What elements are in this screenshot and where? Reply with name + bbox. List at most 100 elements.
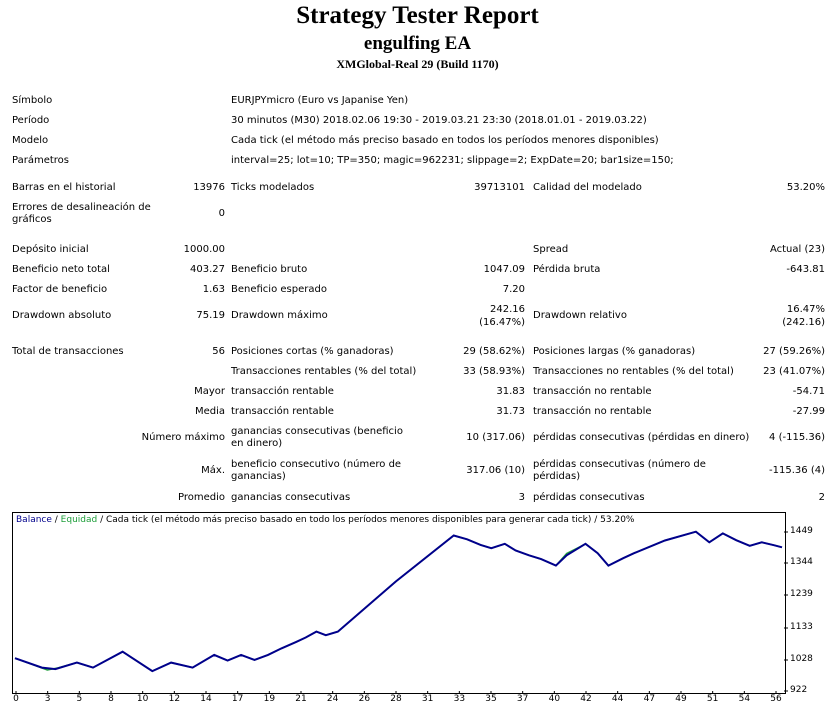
y-tick-label: 1239: [790, 589, 813, 599]
series-line-balance: [14, 530, 783, 673]
gross-profit-value: 1047.09: [483, 264, 525, 275]
average-label: Media: [194, 406, 225, 417]
average-profit-value: 31.73: [496, 406, 525, 417]
legend-separator: /: [51, 515, 61, 525]
avg-cons-wins-label: ganancias consecutivas: [231, 492, 351, 503]
long-positions-value: 27 (59.26%): [763, 346, 825, 357]
max-cons-loss-value: -115.36 (4): [769, 465, 825, 476]
x-tick-label: 44: [611, 694, 624, 704]
x-tick-label: 35: [485, 694, 497, 704]
largest-loss-value: -54.71: [792, 386, 825, 397]
profit-factor-value: 1.63: [202, 284, 225, 295]
max-profit-label: Máx.: [201, 465, 225, 476]
x-tick-label: 10: [136, 694, 149, 704]
x-tick-label: 47: [643, 694, 656, 704]
quality-label: Calidad del modelado: [533, 182, 642, 193]
net-profit-value: 403.27: [190, 264, 225, 275]
long-positions-label: Posiciones largas (% ganadoras): [533, 346, 696, 357]
bars-value: 13976: [193, 182, 225, 193]
x-tick-label: 8: [108, 694, 114, 704]
x-tick-label: 42: [580, 694, 592, 704]
max-cons-losses-value: 4 (-115.36): [769, 432, 825, 443]
x-tick-label: 5: [76, 694, 83, 704]
x-tick-label: 49: [675, 694, 687, 704]
y-tick-label: 1133: [790, 622, 813, 632]
max-cons-profit-label: beneficio consecutivo (número de gananci…: [231, 459, 402, 482]
dd-relative-money: (242.16): [782, 317, 825, 328]
x-tick-label: 12: [168, 694, 181, 704]
quality-value: 53.20%: [786, 182, 825, 193]
dd-relative-label: Drawdown relativo: [533, 310, 627, 321]
symbol-value: EURJPYmicro (Euro vs Japanise Yen): [231, 95, 409, 106]
average-consecutive-label: Promedio: [177, 492, 225, 503]
largest-profit-value: 31.83: [496, 386, 525, 397]
legend-balance: Balance: [16, 515, 52, 525]
params-label: Parámetros: [12, 155, 69, 166]
ea-name: engulfing EA: [363, 33, 472, 54]
period-value: 30 minutos (M30) 2018.02.06 19:30 - 2019…: [231, 115, 647, 126]
deposit-value: 1000.00: [183, 244, 225, 255]
dd-max-value: 242.16: [490, 304, 525, 315]
params-value: interval=25; lot=10; TP=350; magic=96223…: [231, 155, 674, 166]
period-label: Período: [12, 115, 50, 126]
ticks-label: Ticks modelados: [231, 182, 315, 193]
model-label: Modelo: [12, 135, 49, 146]
net-profit-label: Beneficio neto total: [12, 264, 110, 275]
profit-factor-label: Factor de beneficio: [12, 284, 108, 295]
chart-legend: Balance / Equidad / Cada tick (el método…: [16, 515, 634, 525]
max-consecutive-label: Número máximo: [141, 432, 225, 443]
x-tick-label: 37: [516, 694, 529, 704]
deposit-label: Depósito inicial: [12, 244, 89, 255]
x-tick-label: 21: [295, 694, 307, 704]
y-tick-label: 1028: [790, 654, 813, 664]
max-cons-profit-value: 317.06 (10): [466, 465, 525, 476]
expected-payoff-value: 7.20: [502, 284, 525, 295]
avg-cons-losses-label: pérdidas consecutivas: [533, 492, 645, 503]
gross-loss-label: Pérdida bruta: [533, 264, 601, 275]
dd-max-label: Drawdown máximo: [231, 310, 328, 321]
average-loss-value: -27.99: [792, 406, 825, 417]
x-tick-label: 51: [706, 694, 719, 704]
y-tick-label: 922: [790, 685, 808, 695]
model-value: Cada tick (el método más preciso basado …: [231, 135, 659, 146]
avg-cons-wins-value: 3: [518, 492, 525, 503]
dd-max-percent: (16.47%): [479, 317, 525, 328]
avg-cons-losses-value: 2: [818, 492, 825, 503]
largest-label: Mayor: [194, 386, 225, 397]
legend-description: / Cada tick (el método más preciso basad…: [97, 515, 635, 525]
bars-label: Barras en el historial: [12, 182, 116, 193]
loss-trades-value: 23 (41.07%): [763, 366, 825, 377]
gross-profit-label: Beneficio bruto: [231, 264, 308, 275]
short-positions-label: Posiciones cortas (% ganadoras): [231, 346, 394, 357]
y-tick-label: 1344: [790, 557, 813, 567]
average-loss-label: transacción no rentable: [533, 406, 652, 417]
total-trades-label: Total de transacciones: [12, 346, 124, 357]
dd-absolute-value: 75.19: [196, 310, 225, 321]
ticks-value: 39713101: [474, 182, 525, 193]
largest-profit-label: transacción rentable: [231, 386, 334, 397]
symbol-label: Símbolo: [12, 95, 53, 106]
x-tick-label: 33: [453, 694, 466, 704]
legend-equity: Equidad: [60, 515, 98, 525]
dd-relative-value: 16.47%: [786, 304, 825, 315]
series-line-equidad: [14, 530, 783, 672]
x-tick-label: 56: [770, 694, 782, 704]
max-cons-wins-value: 10 (317.06): [466, 432, 525, 443]
server-build: XMGlobal-Real 29 (Build 1170): [336, 57, 499, 71]
largest-loss-label: transacción no rentable: [533, 386, 652, 397]
expected-payoff-label: Beneficio esperado: [231, 284, 327, 295]
report-title: Strategy Tester Report: [296, 2, 539, 29]
spread-label: Spread: [533, 244, 569, 255]
max-cons-losses-label: pérdidas consecutivas (pérdidas en diner…: [533, 432, 750, 443]
errors-value: 0: [218, 208, 225, 219]
profit-trades-value: 33 (58.93%): [463, 366, 525, 377]
x-tick-label: 54: [738, 694, 751, 704]
x-tick-label: 31: [421, 694, 434, 704]
dd-absolute-label: Drawdown absoluto: [12, 310, 112, 321]
short-positions-value: 29 (58.62%): [463, 346, 525, 357]
x-tick-label: 14: [200, 694, 212, 704]
max-cons-loss-label: pérdidas consecutivas (número de pérdida…: [533, 459, 706, 482]
spread-value: Actual (23): [769, 244, 825, 255]
max-cons-wins-label: ganancias consecutivas (beneficio en din…: [231, 426, 403, 449]
